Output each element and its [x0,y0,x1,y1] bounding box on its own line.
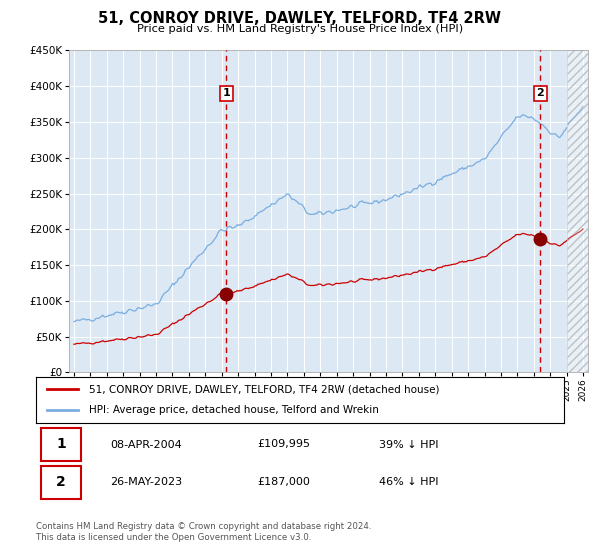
FancyBboxPatch shape [41,428,81,461]
Text: 1: 1 [56,437,66,451]
Text: £109,995: £109,995 [258,440,311,450]
Text: £187,000: £187,000 [258,477,311,487]
Text: 46% ↓ HPI: 46% ↓ HPI [379,477,439,487]
Text: 1: 1 [223,88,230,99]
Text: 51, CONROY DRIVE, DAWLEY, TELFORD, TF4 2RW (detached house): 51, CONROY DRIVE, DAWLEY, TELFORD, TF4 2… [89,384,439,394]
Text: Price paid vs. HM Land Registry's House Price Index (HPI): Price paid vs. HM Land Registry's House … [137,24,463,34]
Text: HPI: Average price, detached house, Telford and Wrekin: HPI: Average price, detached house, Telf… [89,405,379,416]
Text: This data is licensed under the Open Government Licence v3.0.: This data is licensed under the Open Gov… [36,533,311,542]
Text: 39% ↓ HPI: 39% ↓ HPI [379,440,439,450]
Text: 08-APR-2004: 08-APR-2004 [110,440,182,450]
FancyBboxPatch shape [41,466,81,499]
Text: 2: 2 [56,475,66,489]
Text: 2: 2 [536,88,544,99]
Text: Contains HM Land Registry data © Crown copyright and database right 2024.: Contains HM Land Registry data © Crown c… [36,522,371,531]
Text: 51, CONROY DRIVE, DAWLEY, TELFORD, TF4 2RW: 51, CONROY DRIVE, DAWLEY, TELFORD, TF4 2… [98,11,502,26]
Text: 26-MAY-2023: 26-MAY-2023 [110,477,182,487]
